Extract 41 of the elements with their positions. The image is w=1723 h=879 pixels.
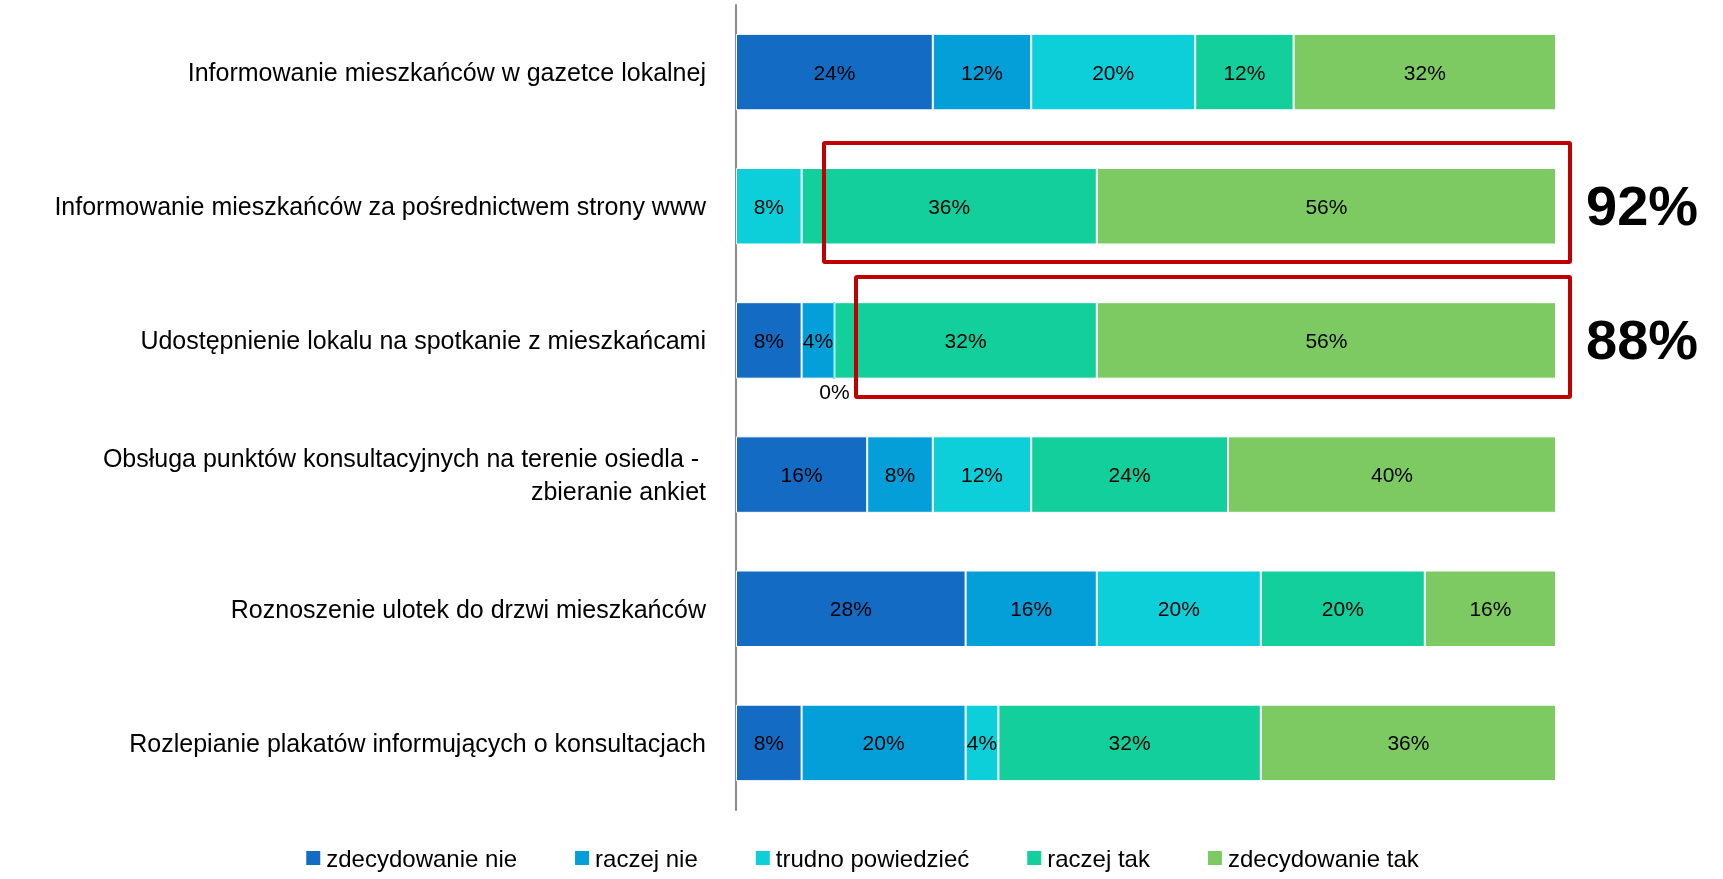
y-tick-label: Roznoszenie ulotek do drzwi mieszkańców	[230, 594, 707, 623]
data-label: 4%	[802, 328, 834, 352]
legend-label: trudno powiedzieć	[775, 844, 970, 872]
legend-label: raczej tak	[1047, 844, 1151, 872]
data-label: 36%	[1387, 731, 1430, 755]
data-label: 0%	[819, 379, 850, 403]
data-label: 20%	[862, 731, 905, 755]
data-label: 20%	[1321, 597, 1364, 621]
annotation: 92%	[1586, 174, 1699, 238]
data-label: 40%	[1370, 463, 1414, 487]
data-label: 12%	[960, 463, 1004, 487]
y-tick-label: Informowanie mieszkańców w gazetce lokalnej	[187, 58, 706, 87]
data-label: 24%	[1108, 463, 1151, 487]
data-label: 8%	[884, 463, 916, 487]
data-label: 24%	[813, 60, 856, 84]
data-label: 8%	[753, 731, 784, 755]
data-label: 16%	[1469, 597, 1512, 621]
data-label: 56%	[1305, 194, 1348, 218]
data-label: 36%	[928, 194, 971, 218]
data-label: 20%	[1092, 60, 1135, 84]
data-label: 12%	[1223, 60, 1266, 84]
data-label: 32%	[1403, 60, 1446, 84]
y-tick-label: Rozlepianie plakatów informujących o konsultacjach	[129, 728, 706, 757]
data-label: 16%	[780, 463, 823, 487]
legend-label: raczej nie	[595, 844, 698, 872]
data-label: 32%	[944, 328, 987, 352]
y-tick-label: Obsługa punktów konsultacyjnych na terenie osiedla - zbieranie ankiet	[102, 444, 707, 506]
data-label: 56%	[1305, 328, 1348, 352]
data-label: 8%	[753, 328, 784, 352]
data-label: 20%	[1157, 597, 1200, 621]
data-label: 8%	[753, 194, 784, 218]
data-label: 12%	[960, 60, 1004, 84]
y-tick-label: Informowanie mieszkańców za pośrednictwem strony www	[54, 192, 707, 221]
annotation: 88%	[1586, 308, 1699, 372]
legend-label: zdecydowanie nie	[326, 844, 518, 872]
data-label: 4%	[966, 731, 998, 755]
legend-label: zdecydowanie tak	[1227, 844, 1420, 872]
data-label: 32%	[1108, 731, 1151, 755]
data-label: 16%	[1010, 597, 1053, 621]
data-label: 28%	[829, 597, 872, 621]
y-tick-label: Udostępnienie lokalu na spotkanie z mieszkańcami	[140, 326, 706, 355]
